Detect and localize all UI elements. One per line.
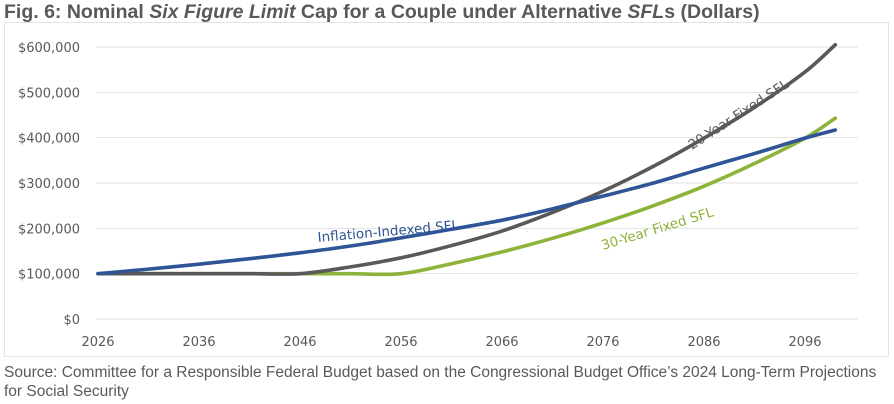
x-tick-label: 2046 [283,335,316,350]
chart-frame [4,22,889,357]
source-note: Source: Committee for a Responsible Fede… [4,364,877,400]
title-suffix: s (Dollars) [664,1,760,23]
y-tick-label: $500,000 [18,86,80,101]
title-italic-sfl: SFL [627,1,665,23]
x-tick-label: 2066 [485,335,518,350]
x-tick-label: 2036 [182,335,215,350]
x-axis-ticks: 2026 2036 2046 2056 2066 2076 2086 2096 [81,335,821,350]
x-tick-label: 2096 [788,335,821,350]
series-line-30-year-fixed-sfl [96,116,838,277]
title-middle: Cap for a Couple under Alternative [295,1,628,23]
x-tick-label: 2026 [81,335,114,350]
y-tick-label: $400,000 [18,132,80,147]
y-tick-label: $600,000 [18,41,80,56]
series-lines [96,42,838,277]
title-italic-six-figure-limit: Six Figure Limit [149,1,296,23]
series-label-20-year-fixed-sfl: 20-Year Fixed SFL [685,76,792,153]
y-tick-label: $200,000 [18,222,80,237]
series-label-30-year-fixed-sfl: 30-Year Fixed SFL [599,204,715,253]
series-line-inflation-indexed-sfl [96,128,838,276]
gridlines [96,46,858,320]
x-tick-label: 2076 [586,335,619,350]
y-tick-label: $300,000 [18,177,80,192]
title-prefix: Fig. 6: Nominal [4,1,150,23]
y-axis-ticks: $0 $100,000 $200,000 $300,000 $400,000 $500,0… [18,41,80,328]
y-tick-label: $0 [63,313,80,328]
chart-title: Fig. 6: Nominal Six Figure Limit Cap for… [4,0,894,24]
x-tick-label: 2056 [384,335,417,350]
x-tick-label: 2086 [687,335,720,350]
series-line-20-year-fixed-sfl [96,42,838,276]
y-tick-label: $100,000 [18,268,80,283]
